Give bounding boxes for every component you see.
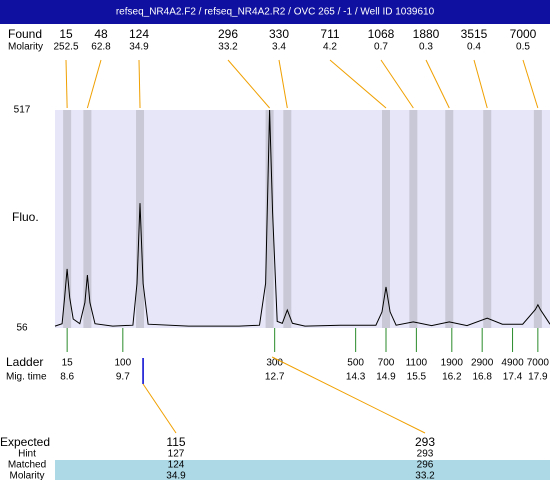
found-molarity: 62.8 (91, 42, 111, 53)
ladder-label: Ladder (6, 355, 43, 369)
found-size: 15 (59, 27, 73, 41)
found-size: 296 (218, 27, 238, 41)
ladder-time: 16.2 (442, 372, 462, 383)
row-value: 127 (168, 449, 185, 460)
found-molarity: 3.4 (272, 42, 286, 53)
peak-band (382, 110, 391, 328)
found-connector (425, 59, 450, 109)
molarity-label: Molarity (8, 42, 43, 53)
found-molarity: 0.3 (419, 42, 433, 53)
highlight-rows (55, 460, 550, 480)
ladder-time: 15.5 (407, 372, 427, 383)
found-label: Found (8, 27, 42, 41)
peak-band (445, 110, 454, 328)
y-tick-label: 517 (14, 105, 31, 116)
mig-time-label: Mig. time (6, 372, 47, 383)
row-label: Molarity (9, 471, 44, 480)
ladder-size: 1900 (441, 358, 464, 369)
found-size: 711 (320, 27, 339, 41)
ladder-time: 17.4 (503, 372, 523, 383)
expected-connector (142, 383, 177, 434)
ladder-size: 500 (347, 358, 364, 369)
expected-connector (271, 356, 426, 434)
trace-line (54, 109, 550, 327)
title-bar (0, 0, 550, 24)
found-connector (329, 59, 387, 109)
found-connector (278, 59, 288, 109)
found-molarity: 33.2 (218, 42, 238, 53)
found-molarity: 34.9 (129, 42, 149, 53)
y-tick-label: 56 (16, 323, 28, 334)
found-connector (227, 59, 270, 109)
found-molarity: 252.5 (53, 42, 78, 53)
plot-area (55, 110, 550, 328)
peak-band (136, 110, 145, 328)
row-label: Hint (18, 449, 36, 460)
expected-label: Expected (0, 435, 50, 449)
found-connector (86, 59, 102, 109)
found-connector (65, 59, 68, 109)
ladder-time: 14.3 (346, 372, 366, 383)
ladder-time: 14.9 (376, 372, 396, 383)
y-axis-label: Fluo. (12, 210, 39, 224)
ladder-size: 4900 (501, 358, 524, 369)
found-size: 330 (269, 27, 289, 41)
ladder-size: 700 (378, 358, 395, 369)
ladder-size: 300 (266, 358, 283, 369)
found-connector (473, 59, 488, 109)
ladder-size: 1100 (406, 358, 428, 369)
peak-band (483, 110, 492, 328)
peak-band (83, 110, 92, 328)
chart-title: refseq_NR4A2.F2 / refseq_NR4A2.R2 / OVC … (116, 7, 435, 18)
found-molarity: 0.5 (516, 42, 530, 53)
ladder-time: 16.8 (472, 372, 492, 383)
found-size: 48 (94, 27, 108, 41)
found-connector (380, 59, 414, 109)
row-value: 124 (168, 460, 185, 471)
found-size: 1068 (368, 27, 395, 41)
found-connector (138, 59, 141, 109)
ladder-time: 17.9 (528, 372, 548, 383)
found-connector (522, 59, 539, 109)
peak-band (533, 110, 542, 328)
row-value: 293 (417, 449, 434, 460)
peak-band (409, 110, 418, 328)
found-molarity: 0.7 (374, 42, 388, 53)
found-molarity: 0.4 (467, 42, 481, 53)
ladder-time: 12.7 (265, 372, 285, 383)
found-size: 1880 (413, 27, 440, 41)
expected-value: 293 (415, 435, 435, 449)
row-label: Matched (8, 460, 46, 471)
ladder-size: 100 (114, 358, 131, 369)
peak-band (63, 110, 72, 328)
found-size: 124 (129, 27, 149, 41)
ladder-time: 9.7 (116, 372, 130, 383)
found-size: 7000 (510, 27, 537, 41)
found-molarity: 4.2 (323, 42, 337, 53)
ladder-size: 15 (62, 358, 74, 369)
ladder-size: 2900 (471, 358, 494, 369)
row-value: 296 (417, 460, 434, 471)
ladder-time: 8.6 (60, 372, 74, 383)
ladder-size: 7000 (527, 358, 550, 369)
row-value: 34.9 (166, 471, 186, 480)
found-size: 3515 (461, 27, 488, 41)
peak-band (283, 110, 292, 328)
peak-band (265, 110, 274, 328)
row-value: 33.2 (415, 471, 435, 480)
expected-value: 115 (166, 435, 185, 449)
